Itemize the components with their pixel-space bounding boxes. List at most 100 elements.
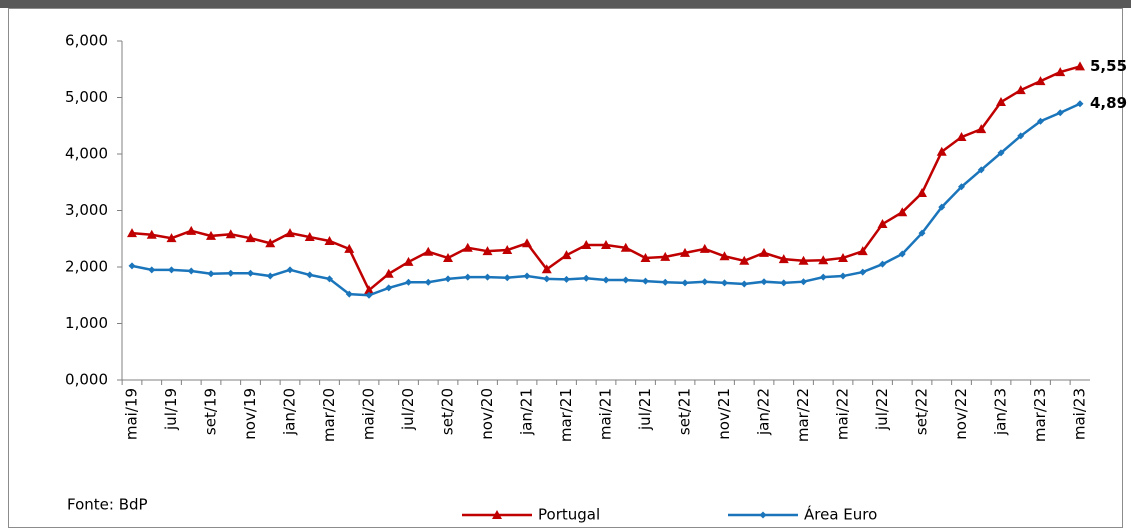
data-point bbox=[1075, 61, 1085, 71]
data-point bbox=[166, 233, 177, 243]
data-point bbox=[482, 246, 493, 256]
x-tick-label: nov/22 bbox=[952, 388, 970, 440]
data-point bbox=[1015, 85, 1026, 95]
data-point bbox=[601, 239, 611, 249]
data-point bbox=[227, 269, 235, 277]
data-point bbox=[740, 280, 748, 288]
x-tick-label: mar/20 bbox=[320, 388, 338, 442]
x-tick-label: mai/19 bbox=[123, 388, 141, 440]
data-point bbox=[857, 246, 868, 256]
data-point bbox=[523, 272, 531, 280]
data-point bbox=[245, 233, 256, 243]
data-point bbox=[859, 268, 867, 276]
data-point bbox=[701, 278, 709, 286]
data-point bbox=[148, 266, 156, 274]
data-point bbox=[581, 239, 592, 249]
data-point bbox=[405, 278, 412, 286]
data-point bbox=[502, 245, 513, 255]
data-point bbox=[444, 275, 452, 283]
x-tick-label: mar/22 bbox=[794, 388, 812, 442]
data-point bbox=[385, 284, 393, 292]
data-point bbox=[778, 254, 789, 264]
frame bbox=[8, 8, 1123, 528]
data-point bbox=[285, 228, 295, 238]
data-point bbox=[721, 279, 728, 287]
x-tick-label: set/20 bbox=[439, 388, 457, 435]
data-point bbox=[1056, 109, 1064, 117]
data-point bbox=[719, 251, 730, 261]
series-line bbox=[131, 102, 1081, 297]
data-label: 4,89 bbox=[1090, 94, 1127, 112]
y-tick-label: 2,000 bbox=[65, 258, 108, 276]
data-point bbox=[759, 247, 769, 257]
data-point bbox=[187, 267, 195, 275]
x-tick-label: nov/19 bbox=[241, 388, 259, 440]
data-point bbox=[739, 255, 750, 265]
data-point bbox=[383, 268, 394, 278]
x-tick-label: jul/19 bbox=[162, 388, 180, 431]
data-point bbox=[443, 252, 453, 262]
data-point bbox=[1037, 117, 1044, 125]
legend-label: Portugal bbox=[538, 506, 600, 524]
source-note: Fonte: BdP bbox=[67, 496, 148, 514]
x-tick-label: set/21 bbox=[676, 388, 694, 435]
data-point bbox=[956, 132, 967, 142]
data-point bbox=[324, 236, 335, 246]
data-point bbox=[247, 269, 254, 277]
x-tick-label: jan/20 bbox=[281, 388, 299, 436]
data-point bbox=[207, 270, 215, 278]
data-point bbox=[344, 243, 355, 253]
data-point bbox=[938, 203, 946, 211]
data-point bbox=[345, 290, 353, 298]
data-point bbox=[146, 229, 157, 239]
data-label: 5,55 bbox=[1090, 57, 1127, 75]
data-point bbox=[403, 256, 414, 266]
x-tick-label: nov/20 bbox=[478, 388, 496, 440]
data-point bbox=[936, 146, 947, 156]
x-tick-label: mar/21 bbox=[557, 388, 575, 442]
data-point bbox=[996, 97, 1006, 107]
legend-marker bbox=[492, 510, 502, 519]
data-point bbox=[128, 262, 136, 270]
data-point bbox=[898, 250, 906, 258]
data-point bbox=[602, 276, 610, 284]
data-point bbox=[680, 247, 690, 257]
x-tick-label: jan/22 bbox=[755, 388, 773, 436]
x-tick-label: set/19 bbox=[202, 388, 220, 435]
data-point bbox=[977, 166, 985, 174]
data-point bbox=[286, 266, 294, 274]
data-point bbox=[818, 255, 829, 265]
x-tick-label: jul/20 bbox=[399, 388, 417, 431]
data-point bbox=[879, 260, 886, 268]
data-point bbox=[1017, 132, 1025, 140]
data-point bbox=[266, 272, 274, 280]
data-point bbox=[877, 219, 888, 229]
y-tick-label: 3,000 bbox=[65, 201, 108, 219]
data-point bbox=[127, 228, 137, 238]
x-tick-label: jul/22 bbox=[873, 388, 891, 431]
data-point bbox=[620, 242, 631, 252]
data-point bbox=[819, 273, 827, 281]
data-point bbox=[897, 207, 908, 217]
data-point bbox=[225, 229, 236, 239]
data-point bbox=[364, 285, 374, 295]
data-point bbox=[306, 271, 314, 279]
data-point bbox=[798, 255, 809, 265]
data-point bbox=[561, 250, 572, 260]
x-tick-label: mai/20 bbox=[360, 388, 378, 440]
data-point bbox=[838, 252, 848, 262]
x-tick-label: set/22 bbox=[913, 388, 931, 435]
data-point bbox=[484, 273, 491, 281]
data-point bbox=[699, 243, 710, 253]
data-point bbox=[1035, 76, 1046, 86]
data-point bbox=[661, 278, 669, 286]
series-line bbox=[131, 65, 1081, 293]
data-point bbox=[760, 278, 768, 286]
data-point bbox=[423, 246, 434, 256]
data-point bbox=[642, 277, 649, 285]
data-point bbox=[1055, 67, 1066, 77]
y-tick-label: 6,000 bbox=[65, 32, 108, 50]
data-point bbox=[326, 275, 333, 283]
x-tick-label: mai/22 bbox=[834, 388, 852, 440]
